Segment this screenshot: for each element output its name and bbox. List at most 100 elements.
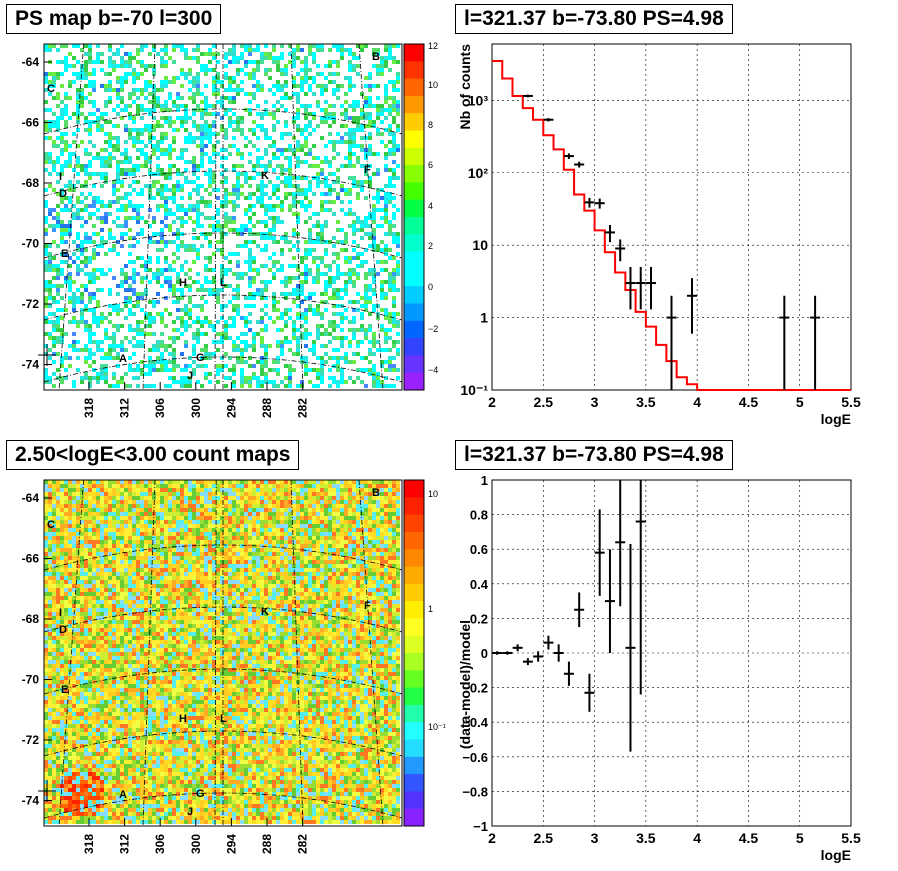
count-pixel <box>320 508 324 512</box>
count-pixel <box>272 484 276 488</box>
count-pixel <box>336 520 340 524</box>
ps-pixel <box>356 180 360 184</box>
ps-pixel <box>388 80 392 84</box>
ps-pixel <box>108 136 112 140</box>
ps-pixel <box>372 372 376 376</box>
count-pixel <box>112 544 116 548</box>
ps-pixel <box>212 188 216 192</box>
ps-pixel <box>356 100 360 104</box>
ps-pixel <box>276 176 280 180</box>
ps-pixel <box>308 368 312 372</box>
count-pixel <box>80 528 84 532</box>
count-pixel <box>288 484 292 488</box>
count-pixel <box>328 480 332 484</box>
ps-pixel <box>168 384 172 388</box>
ps-pixel <box>320 232 324 236</box>
count-pixel <box>140 544 144 548</box>
ps-pixel <box>240 332 244 336</box>
count-pixel <box>240 504 244 508</box>
ps-pixel <box>388 368 392 372</box>
ps-pixel <box>244 340 248 344</box>
count-pixel <box>284 500 288 504</box>
count-pixel <box>296 544 300 548</box>
ps-pixel <box>136 136 140 140</box>
ps-pixel <box>84 52 88 56</box>
ps-pixel <box>232 96 236 100</box>
ps-pixel <box>392 204 396 208</box>
ps-pixel <box>352 136 356 140</box>
ps-pixel <box>280 68 284 72</box>
ps-pixel <box>52 168 56 172</box>
ps-pixel <box>92 332 96 336</box>
ps-pixel <box>288 52 292 56</box>
ps-pixel <box>68 116 72 120</box>
ps-pixel <box>112 348 116 352</box>
ps-pixel <box>88 192 92 196</box>
ps-pixel <box>380 208 384 212</box>
ps-pixel <box>152 304 156 308</box>
ps-pixel <box>136 104 140 108</box>
ps-pixel <box>104 104 108 108</box>
ps-pixel <box>144 268 148 272</box>
ps-pixel <box>128 252 132 256</box>
count-pixel <box>168 536 172 540</box>
count-pixel <box>248 508 252 512</box>
count-pixel <box>256 508 260 512</box>
count-pixel <box>336 508 340 512</box>
count-pixel <box>248 492 252 496</box>
ps-pixel <box>84 320 88 324</box>
count-pixel <box>188 508 192 512</box>
count-pixel <box>280 536 284 540</box>
ps-pixel <box>56 116 60 120</box>
ps-pixel <box>76 160 80 164</box>
count-pixel <box>108 536 112 540</box>
ps-pixel <box>168 144 172 148</box>
count-pixel <box>320 480 324 484</box>
count-pixel <box>188 496 192 500</box>
ps-pixel <box>168 284 172 288</box>
ps-pixel <box>216 196 220 200</box>
ps-pixel <box>236 296 240 300</box>
ps-pixel <box>240 348 244 352</box>
count-pixel <box>164 544 168 548</box>
ps-pixel <box>116 380 120 384</box>
count-pixel <box>200 480 204 484</box>
count-pixel <box>196 480 200 484</box>
ps-pixel <box>224 320 228 324</box>
ps-pixel <box>124 196 128 200</box>
ps-pixel <box>108 56 112 60</box>
count-pixel <box>192 516 196 520</box>
count-pixel <box>276 480 280 484</box>
count-pixel <box>348 484 352 488</box>
ps-pixel <box>284 108 288 112</box>
ps-pixel <box>288 240 292 244</box>
count-pixel <box>348 540 352 544</box>
ps-pixel <box>392 136 396 140</box>
ps-pixel <box>340 328 344 332</box>
ps-pixel <box>148 320 152 324</box>
ps-pixel <box>372 212 376 216</box>
ps-pixel <box>112 344 116 348</box>
ps-pixel <box>220 200 224 204</box>
ps-pixel <box>96 244 100 248</box>
ps-pixel <box>288 276 292 280</box>
ps-pixel <box>232 184 236 188</box>
count-pixel <box>204 544 208 548</box>
ps-pixel <box>384 368 388 372</box>
ps-pixel <box>224 76 228 80</box>
ps-pixel <box>272 168 276 172</box>
ps-pixel <box>348 156 352 160</box>
ps-pixel <box>384 260 388 264</box>
ps-pixel <box>260 52 264 56</box>
count-pixel <box>252 492 256 496</box>
count-pixel <box>228 536 232 540</box>
ps-pixel <box>244 344 248 348</box>
ps-pixel <box>200 212 204 216</box>
ps-pixel <box>344 308 348 312</box>
count-pixel <box>296 532 300 536</box>
count-pixel <box>384 524 388 528</box>
count-pixel <box>392 484 396 488</box>
ps-pixel <box>272 224 276 228</box>
ps-pixel <box>388 184 392 188</box>
ps-pixel <box>360 44 364 48</box>
